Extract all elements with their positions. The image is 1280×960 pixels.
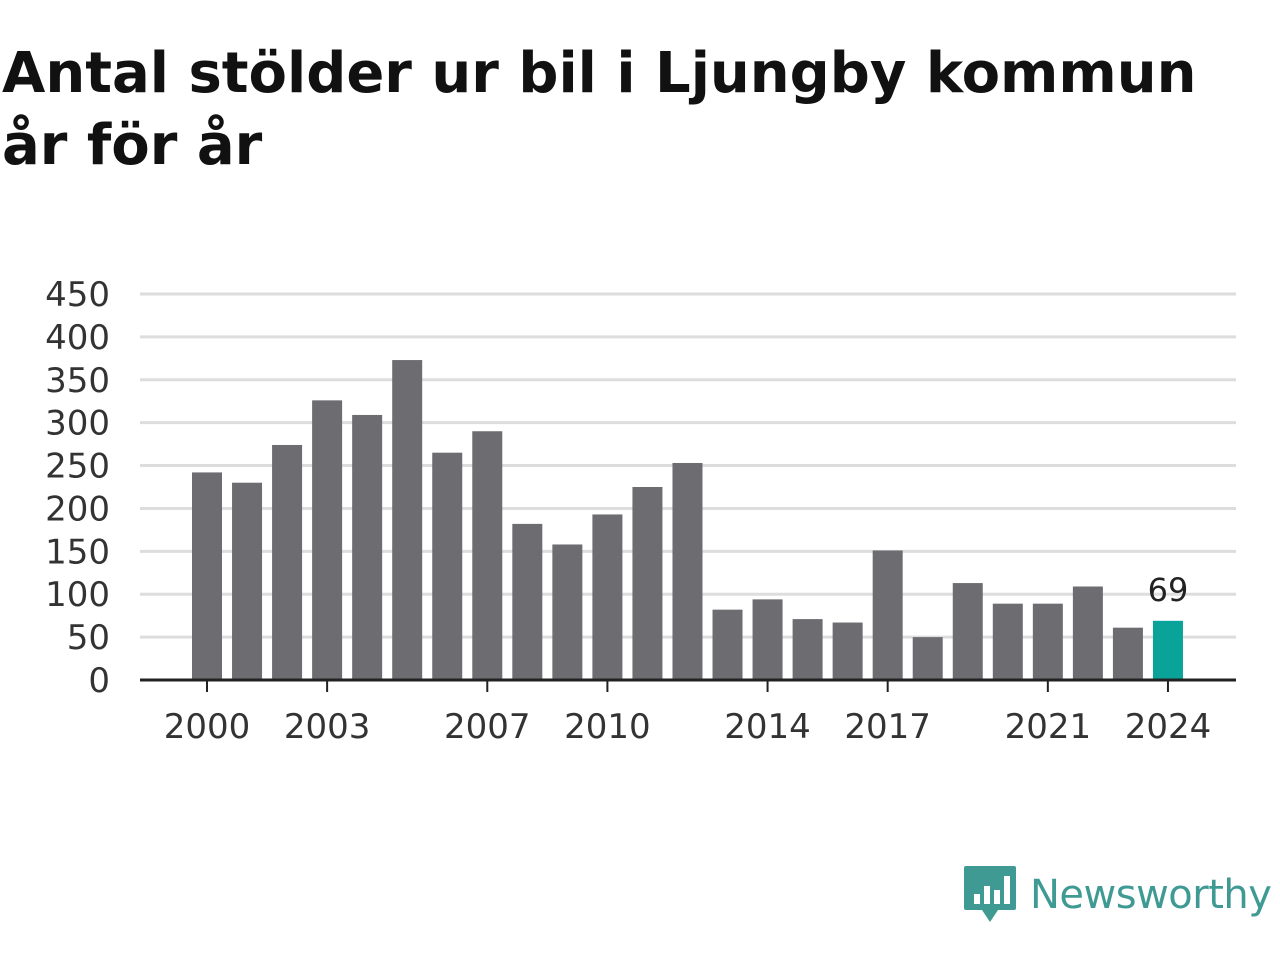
bar-2009	[552, 544, 583, 680]
x-tick-label-2017: 2017	[844, 707, 931, 747]
y-tick-label-450: 450	[45, 275, 110, 315]
bar-2018	[912, 637, 943, 680]
brand: Newsworthy	[962, 862, 1272, 928]
bar-2020	[992, 603, 1023, 680]
bars	[192, 360, 1183, 680]
x-tick-label-2000: 2000	[164, 707, 251, 747]
y-tick-label-400: 400	[45, 318, 110, 358]
x-tick-label-2007: 2007	[444, 707, 531, 747]
chart-title: Antal stölder ur bil i Ljungby kommun år…	[2, 41, 1197, 178]
y-tick-label-0: 0	[88, 661, 110, 701]
bar-2022	[1072, 586, 1103, 680]
y-tick-label-300: 300	[45, 404, 110, 444]
y-tick-label-350: 350	[45, 361, 110, 401]
bar-2013	[712, 609, 743, 680]
bar-2005	[392, 360, 423, 680]
bar-2000	[192, 472, 222, 680]
bar-2023	[1112, 627, 1143, 680]
bar-2017	[872, 550, 903, 680]
bar-2016	[832, 622, 863, 680]
brand-name: Newsworthy	[1030, 872, 1272, 918]
bar-2014	[752, 599, 783, 680]
axes	[140, 678, 1236, 692]
x-tick-label-2024: 2024	[1125, 707, 1212, 747]
bar-2003	[312, 400, 343, 680]
newsworthy-logo-icon	[964, 866, 1016, 922]
bar-2012	[672, 462, 703, 680]
data-label-2024: 69	[1148, 571, 1189, 609]
y-tick-label-150: 150	[45, 532, 110, 572]
x-tick-label-2010: 2010	[564, 707, 651, 747]
bar-2001	[232, 482, 263, 680]
bar-2002	[272, 444, 303, 680]
x-tick-label-2003: 2003	[284, 707, 371, 747]
bar-2007	[472, 431, 503, 680]
y-tick-label-100: 100	[45, 575, 110, 615]
bar-2011	[632, 487, 663, 680]
bar-2015	[792, 619, 823, 680]
bar-2004	[352, 414, 383, 680]
bar-2021	[1032, 603, 1063, 680]
y-tick-label-250: 250	[45, 447, 110, 487]
bar-2008	[512, 523, 543, 680]
x-tick-label-2021: 2021	[1005, 707, 1092, 747]
bar-2024	[1152, 620, 1183, 680]
y-tick-label-200: 200	[45, 489, 110, 529]
bar-2019	[952, 583, 983, 680]
bar-2010	[592, 514, 623, 680]
bar-2006	[432, 452, 463, 680]
x-tick-label-2014: 2014	[724, 707, 811, 747]
y-tick-label-50: 50	[67, 618, 110, 658]
